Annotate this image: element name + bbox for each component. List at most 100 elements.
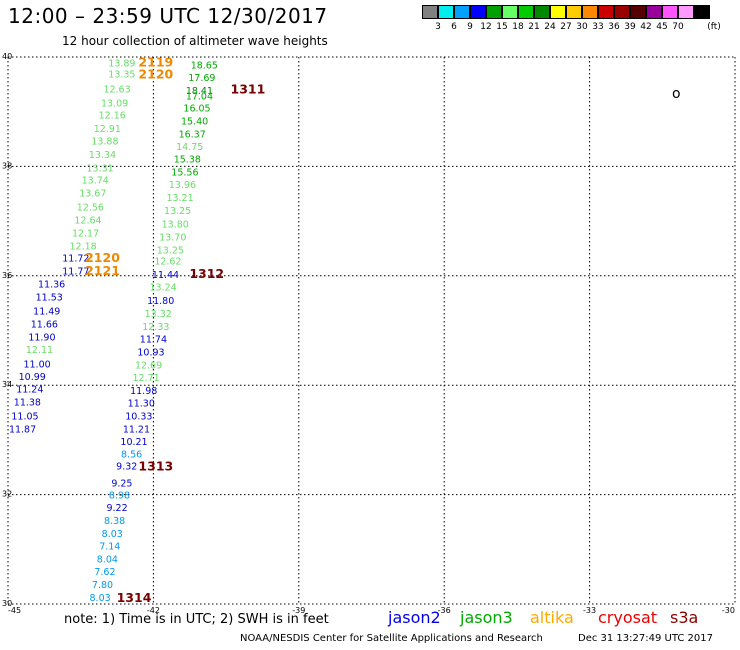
wave-height-value: 18.41 [186,86,213,97]
colorbar-swatch [662,5,678,19]
colorbar-tick-label: 9 [467,22,473,32]
wave-height-value: 12.71 [133,373,160,384]
wave-height-value: 12.91 [94,124,121,135]
pass-number-label: 2120 [138,66,173,81]
page-subtitle: 12 hour collection of altimeter wave hei… [62,34,328,48]
wave-height-value: 16.37 [179,130,206,141]
wave-height-value: 11.05 [11,411,38,422]
mission-legend-cryosat: cryosat [598,608,658,627]
colorbar-tick-label: 45 [656,22,668,32]
colorbar-swatch [534,5,550,19]
wave-height-value: 11.77 [62,266,89,277]
wave-height-value: 12.69 [135,360,162,371]
wave-height-value: 12.11 [26,345,53,356]
mission-legend-jason3: jason3 [460,608,513,627]
colorbar-swatch [566,5,582,19]
colorbar-tick-label: 15 [496,22,508,32]
colorbar-tick-label: 30 [576,22,588,32]
wave-height-value: 12.18 [70,242,97,253]
lat-tick-label: 32 [2,490,12,499]
wave-height-value: 11.36 [38,279,65,290]
lon-tick-label: -45 [8,606,21,615]
mission-legend-s3a: s3a [670,608,699,627]
wave-height-value: 13.80 [162,219,189,230]
colorbar-swatch [598,5,614,19]
wave-height-value: 7.62 [94,567,115,578]
colorbar-tick-label: 21 [528,22,540,32]
wave-height-value: 11.98 [130,386,157,397]
wave-height-value: 12.62 [154,256,181,267]
colorbar-tick-label: 36 [608,22,620,32]
lon-tick-label: -42 [147,606,160,615]
wave-height-value: 13.09 [101,98,128,109]
wave-height-value: 7.14 [99,541,120,552]
colorbar-swatch [630,5,646,19]
wave-height-value: 13.31 [86,163,113,174]
wave-height-value: 13.21 [166,193,193,204]
colorbar-swatch [646,5,662,19]
wave-height-value: 14.75 [176,142,203,153]
wave-height-value: 11.90 [28,333,55,344]
wave-height-value: 12.16 [99,110,126,121]
pass-number-label: 2119 [138,54,173,69]
wave-height-value: 11.74 [140,335,167,346]
colorbar-swatch [518,5,534,19]
page-title: 12:00 – 23:59 UTC 12/30/2017 [8,4,328,28]
colorbar-swatch [422,5,438,19]
wave-height-value: 10.99 [19,372,46,383]
wave-height-value: 7.80 [92,580,113,591]
wave-height-value: 8.38 [104,516,125,527]
wave-height-value: 13.34 [89,150,116,161]
wave-height-value: 11.38 [14,398,41,409]
wave-height-value: 13.89 [108,58,135,69]
pass-number-label: 2121 [85,263,120,278]
wave-height-value: 8.04 [97,555,118,566]
wave-height-value: 11.21 [123,424,150,435]
wave-height-value: 11.53 [36,293,63,304]
wave-height-value: 10.21 [120,437,147,448]
colorbar-tick-label: 12 [480,22,492,32]
colorbar-tick-label: 3 [435,22,441,32]
wave-height-value: 13.67 [79,189,106,200]
wave-height-value: 8.56 [121,450,142,461]
lon-tick-label: -33 [583,606,596,615]
mission-legend-altika: altika [530,608,574,627]
credit-text: NOAA/NESDIS Center for Satellite Applica… [240,633,543,644]
wave-height-value: 11.49 [33,306,60,317]
wave-height-value: 13.88 [91,137,118,148]
pass-number-label: 1314 [117,590,152,605]
wave-height-value: 17.69 [188,73,215,84]
wave-height-value: 11.30 [128,399,155,410]
colorbar-swatch [550,5,566,19]
colorbar-swatch [502,5,518,19]
colorbar-swatch [694,5,710,19]
colorbar-tick-label: 39 [624,22,636,32]
wave-height-value: 11.72 [62,254,89,265]
pass-number-label: 2120 [85,250,120,265]
wave-height-value: 15.56 [171,167,198,178]
colorbar-tick-label: 24 [544,22,556,32]
colorbar-swatch [614,5,630,19]
wave-height-value: 10.93 [137,347,164,358]
wave-height-value: 13.32 [145,309,172,320]
wave-height-value: 11.80 [147,296,174,307]
colorbar-tick-label: 33 [592,22,604,32]
wave-height-value: 8.98 [109,491,130,502]
timestamp-text: Dec 31 13:27:49 UTC 2017 [578,633,713,644]
graticule [7,56,736,605]
wave-height-value: 8.03 [90,593,111,604]
colorbar-swatch [470,5,486,19]
lat-tick-label: 38 [2,161,12,170]
colorbar-swatch [678,5,694,19]
wave-height-value: 13.70 [159,232,186,243]
wave-height-value: 16.05 [183,103,210,114]
wave-height-value: 17.04 [186,91,213,102]
colorbar-tick-label: 6 [451,22,457,32]
wave-height-value: 12.64 [74,215,101,226]
wave-height-value: 11.00 [23,359,50,370]
wave-height-value: 12.56 [77,202,104,213]
lon-tick-label: -36 [438,606,451,615]
